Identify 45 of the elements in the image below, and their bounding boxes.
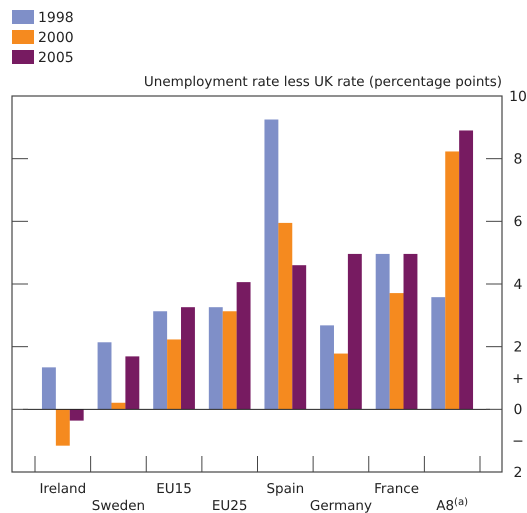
bar — [208, 307, 223, 410]
bar — [278, 222, 292, 410]
y-tick-label: 8 — [514, 152, 522, 168]
bar — [264, 120, 278, 410]
bar — [167, 339, 182, 410]
bar — [70, 409, 84, 421]
bar — [98, 342, 112, 410]
bar — [292, 265, 306, 410]
bar — [334, 354, 348, 410]
bar — [320, 325, 334, 410]
legend-label: 2000 — [38, 30, 74, 46]
y-tick-label: 2 — [514, 340, 522, 356]
bar — [376, 254, 390, 410]
x-tick-label: EU25 — [212, 498, 248, 513]
bar — [42, 367, 56, 410]
bar — [56, 409, 70, 446]
y-tick-label: 10 — [509, 88, 527, 105]
y-tick-label: 2 — [514, 464, 522, 481]
legend-label: 1998 — [38, 10, 74, 26]
legend-label: 2005 — [38, 50, 74, 66]
x-tick-label: Germany — [310, 498, 372, 513]
bar — [348, 254, 362, 410]
y-tick-label: 4 — [514, 276, 523, 293]
x-tick-label: France — [374, 481, 420, 497]
bar — [459, 130, 474, 410]
bar — [445, 151, 460, 410]
y-axis-title: Unemployment rate less UK rate (percentage points) — [144, 74, 502, 90]
x-tick-label: A8$^{(a)}$ — [436, 496, 468, 513]
y-tick-label: − — [512, 434, 524, 450]
x-tick-label: Sweden — [92, 498, 146, 513]
bar — [181, 307, 195, 410]
bar — [431, 297, 446, 410]
y-tick-label: + — [512, 370, 524, 387]
bar — [153, 311, 168, 410]
bar — [236, 282, 251, 410]
x-tick-label: Spain — [266, 481, 304, 497]
x-tick-label: EU15 — [156, 481, 192, 497]
bar — [125, 356, 140, 410]
bar — [222, 311, 237, 410]
y-tick-label: 0 — [514, 402, 522, 418]
bar — [390, 293, 404, 410]
x-tick-label: Ireland — [39, 481, 86, 497]
bar — [111, 402, 126, 410]
y-tick-label: 6 — [514, 214, 523, 230]
bar — [404, 254, 418, 410]
